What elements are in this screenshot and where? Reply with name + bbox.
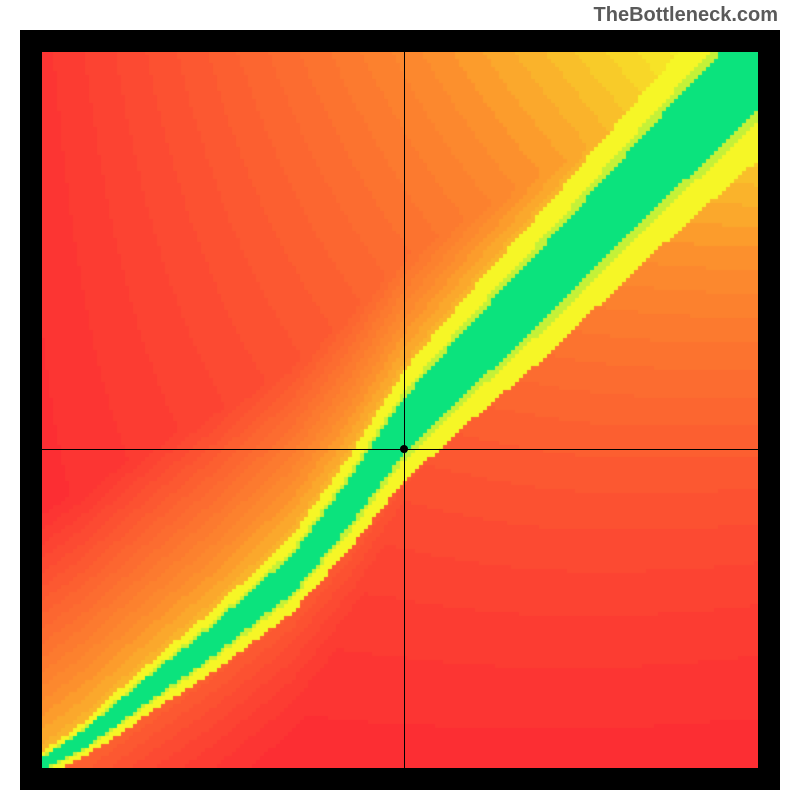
chart-frame xyxy=(20,30,780,790)
attribution-text: TheBottleneck.com xyxy=(594,4,778,27)
heatmap-canvas xyxy=(42,52,758,768)
bottleneck-chart-container: TheBottleneck.com xyxy=(0,0,800,800)
